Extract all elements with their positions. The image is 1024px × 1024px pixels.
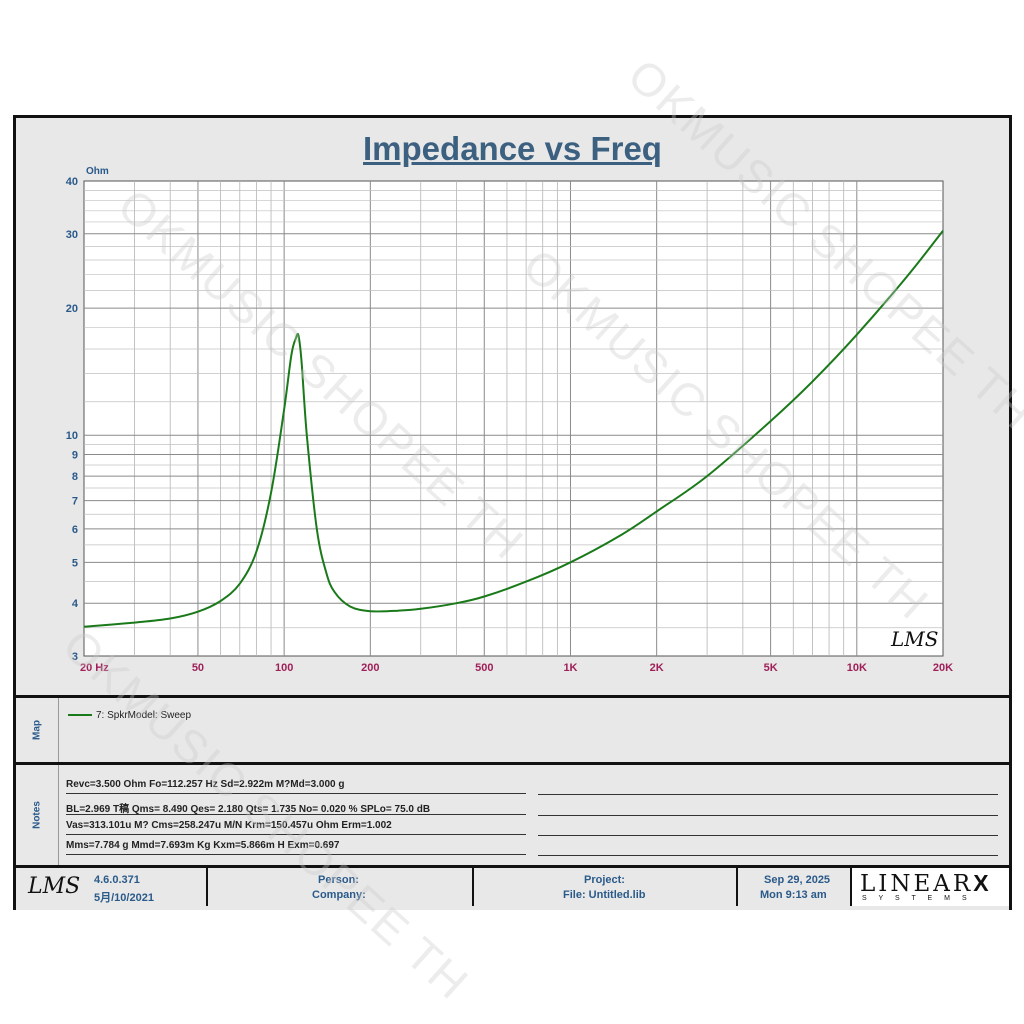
project-label: Project: <box>584 874 625 886</box>
series-line <box>83 230 944 628</box>
lms-logo: LMS <box>28 874 81 899</box>
notes-blank-line <box>538 854 998 856</box>
notes-blank-line <box>538 793 998 795</box>
report-frame: Impedance vs Freq 3 4 5 6 7 8 9 10 20 30 40 20 Hz 5… <box>13 115 1012 910</box>
y-tick-label: 5 <box>72 557 78 569</box>
x-tick-label: 1K <box>563 662 577 674</box>
y-tick-label: 30 <box>66 229 78 241</box>
impedance-chart: 3 4 5 6 7 8 9 10 20 30 40 20 Hz 50 100 200 500 1K 2K 5K 10… <box>66 166 953 674</box>
x-tick-label: 2K <box>650 662 664 674</box>
time-text: Mon 9:13 am <box>760 889 827 901</box>
y-tick-label: 6 <box>72 524 78 536</box>
x-tick-label: 20K <box>933 662 953 674</box>
notes-blank-line <box>538 814 998 816</box>
legend-entry-label: 7: SpkrModel: Sweep <box>96 710 192 721</box>
notes-blank-line <box>538 834 998 836</box>
y-tick-label: 10 <box>66 430 78 442</box>
x-tick-label: 20 Hz <box>80 662 109 674</box>
linearx-logo: LINEARX S Y S T E M S <box>852 868 1009 906</box>
version-text: 4.6.0.371 <box>94 874 140 886</box>
brand-text: LINEARX <box>860 870 992 897</box>
y-tick-label: 9 <box>72 450 78 462</box>
y-tick-label: 20 <box>66 303 78 315</box>
x-tick-label: 500 <box>475 662 493 674</box>
footer-version-cell: LMS 4.6.0.371 5月/10/2021 <box>16 868 208 906</box>
x-tick-label: 10K <box>847 662 867 674</box>
notes-line-2: BL=2.969 T稿 Qms= 8.490 Qes= 2.180 Qts= 1… <box>66 800 526 815</box>
person-label: Person: <box>318 874 359 886</box>
legend-entry: 7: SpkrModel: Sweep <box>68 710 191 721</box>
notes-line-4: Mms=7.784 g Mmd=7.693m Kg Kxm=5.866m H E… <box>66 840 526 855</box>
notes-line-3: Vas=313.101u M? Cms=258.247u M/N Krm=150… <box>66 820 526 835</box>
y-tick-label: 3 <box>72 651 78 663</box>
footer-date-cell: Sep 29, 2025 Mon 9:13 am <box>738 868 852 906</box>
x-tick-label: 50 <box>192 662 204 674</box>
map-label: Map <box>31 720 43 740</box>
notes-label: Notes <box>31 801 43 829</box>
chart-title: Impedance vs Freq <box>363 130 662 167</box>
x-tick-label: 5K <box>764 662 778 674</box>
notes-section: Notes Revc=3.500 Ohm Fo=112.257 Hz Sd=2.… <box>16 762 1009 865</box>
map-section: Map 7: SpkrModel: Sweep <box>16 695 1009 762</box>
build-date-text: 5月/10/2021 <box>94 892 154 904</box>
footer-bar: LMS 4.6.0.371 5月/10/2021 Person: Company… <box>16 865 1009 910</box>
x-tick-label: 200 <box>361 662 379 674</box>
y-tick-label: 7 <box>72 496 78 508</box>
lms-plot-logo: LMS <box>890 627 938 651</box>
y-axis-label: Ohm <box>86 166 109 177</box>
y-tick-label: 4 <box>72 598 79 610</box>
notes-line-1: Revc=3.500 Ohm Fo=112.257 Hz Sd=2.922m M… <box>66 779 526 794</box>
footer-project-cell: Project: File: Untitled.lib <box>474 868 738 906</box>
company-label: Company: <box>312 889 366 901</box>
y-tick-label: 40 <box>66 176 78 188</box>
date-text: Sep 29, 2025 <box>764 874 831 886</box>
brand-subtitle: S Y S T E M S <box>862 895 972 902</box>
legend-swatch <box>68 714 92 717</box>
file-label: File: Untitled.lib <box>563 889 646 901</box>
footer-person-cell: Person: Company: <box>208 868 474 906</box>
plot-area <box>83 180 944 657</box>
x-tick-label: 100 <box>275 662 293 674</box>
y-tick-label: 8 <box>72 471 78 483</box>
